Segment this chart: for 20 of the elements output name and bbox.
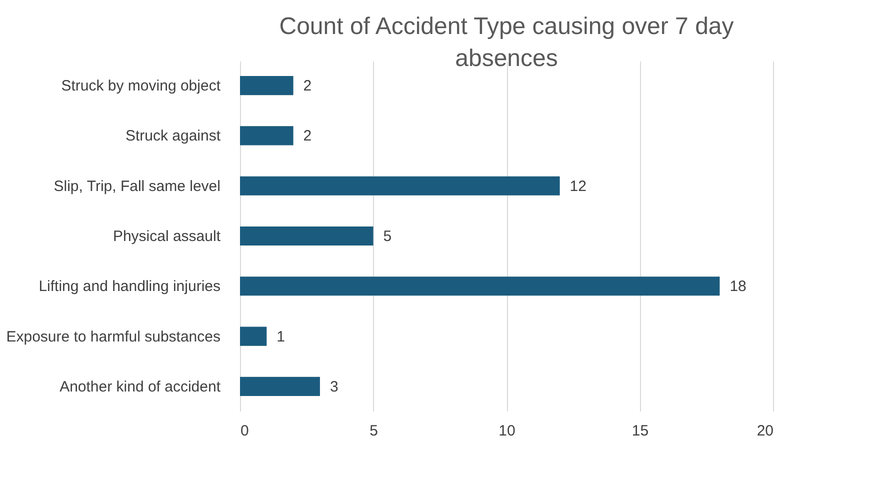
x-tick-label: 20 [756, 422, 774, 440]
y-tick-label: Lifting and handling injuries [38, 278, 220, 296]
x-tick-label: 10 [498, 422, 516, 440]
y-tick-label: Another kind of accident [60, 378, 222, 396]
data-label: 12 [570, 178, 586, 195]
x-tick-label: 5 [370, 422, 378, 440]
data-label: 2 [303, 128, 312, 145]
data-label: 2 [303, 78, 312, 95]
data-label: 1 [276, 328, 285, 346]
y-tick-label: Slip, Trip, Fall same level [54, 178, 220, 195]
y-tick-label: Exposure to harmful substances [6, 328, 220, 346]
y-tick-label: Physical assault [112, 228, 222, 245]
data-label: 5 [383, 228, 392, 245]
data-label: 3 [330, 378, 338, 396]
chart-title: Count of Accident Type causing over 7 day absences [279, 13, 734, 72]
x-tick-label: 0 [240, 422, 249, 440]
x-tick-label: 15 [632, 422, 649, 440]
y-tick-label: Struck by moving object [61, 78, 222, 95]
data-label: 18 [730, 278, 746, 296]
y-tick-label: Struck against [125, 128, 222, 145]
